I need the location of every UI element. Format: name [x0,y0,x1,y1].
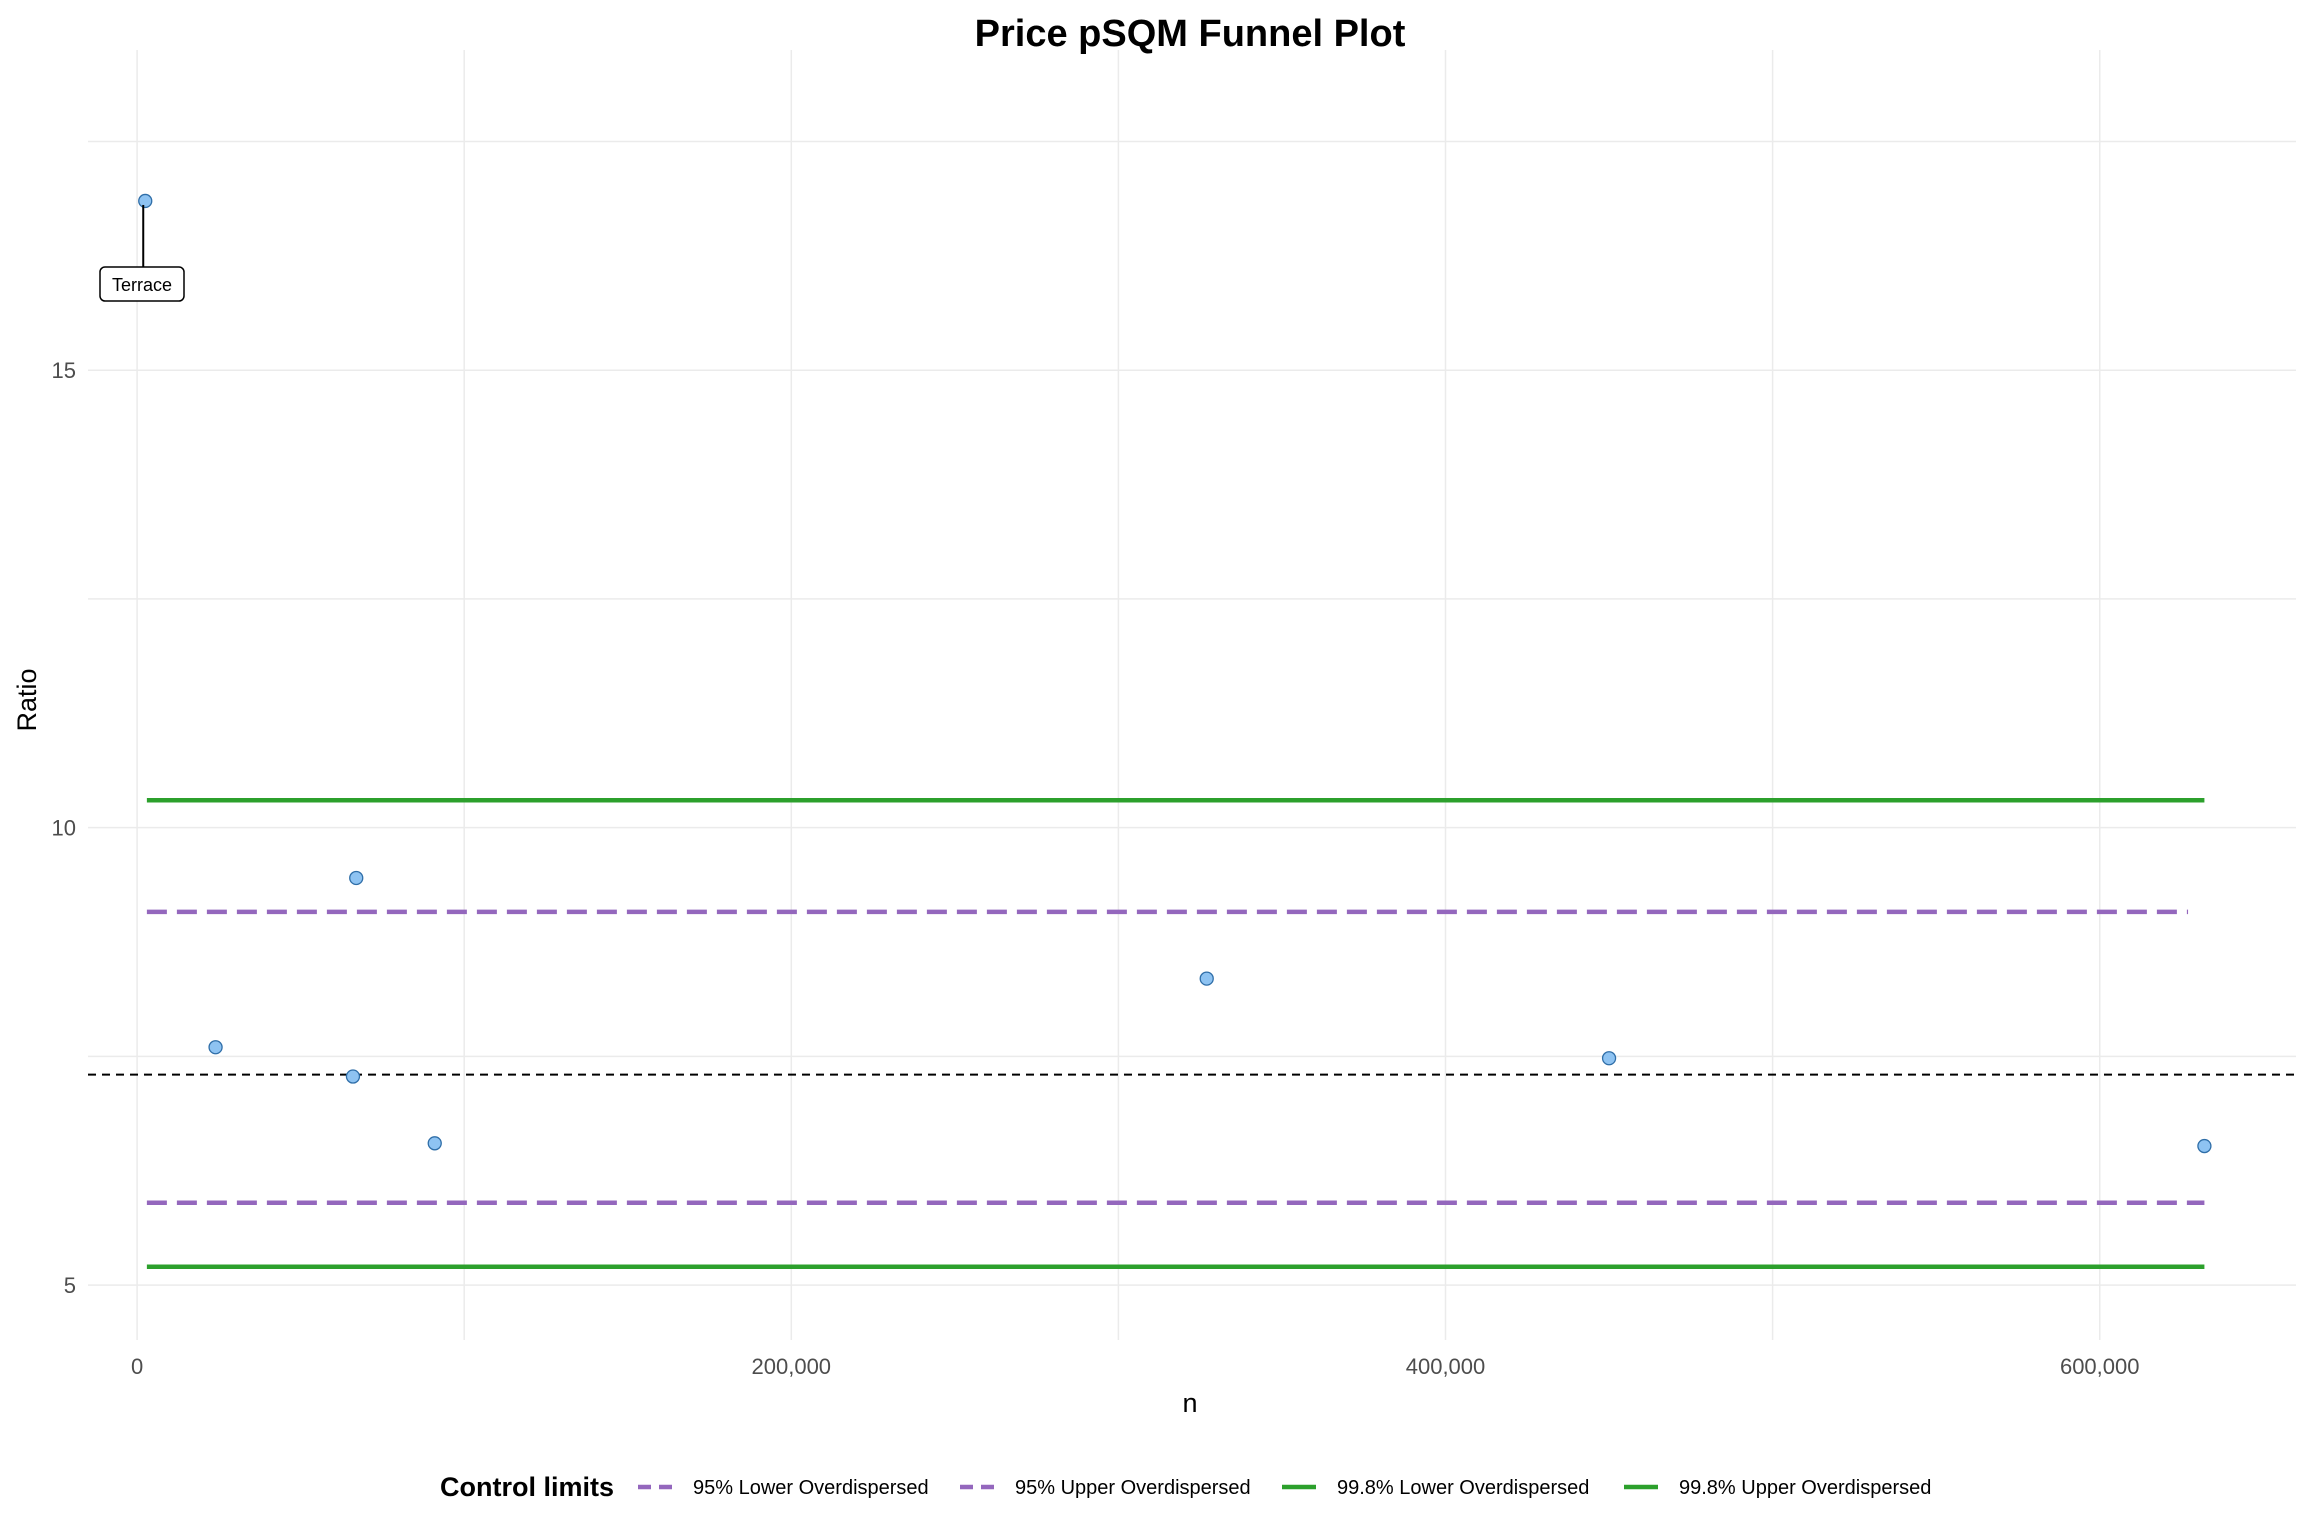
x-tick-label: 0 [131,1354,143,1379]
y-axis-ticks: 5 10 15 [52,358,76,1298]
y-tick-label: 10 [52,816,76,841]
x-tick-label: 400,000 [1406,1354,1486,1379]
data-point [138,193,153,209]
legend-item-label: 99.8% Lower Overdispersed [1337,1477,1589,1499]
data-point [208,1040,223,1055]
data-point [2197,1138,2212,1154]
data-point [349,870,364,886]
legend-title: Control limits [440,1472,614,1502]
data-point [345,1069,361,1084]
data-points [138,193,2212,1154]
y-tick-label: 5 [64,1273,76,1298]
legend-item-label: 95% Upper Overdispersed [1015,1477,1251,1499]
point-annotations: Terrace [99,204,185,302]
x-tick-label: 600,000 [2060,1354,2140,1379]
legend-item-label: 99.8% Upper Overdispersed [1679,1477,1931,1499]
annotation-box [99,266,185,302]
x-axis-ticks: 0 200,000 400,000 600,000 [131,1354,2140,1379]
legend: Control limits 95% Lower Overdispersed 95… [440,1472,1931,1502]
grid-lines [88,50,2296,1340]
control-limit-lines [146,797,2205,1270]
data-point [1601,1051,1617,1066]
y-tick-label: 15 [52,358,76,383]
legend-item-label: 95% Lower Overdispersed [693,1477,929,1499]
x-axis-title: n [1182,1388,1197,1418]
x-tick-label: 200,000 [752,1354,832,1379]
chart-title: Price pSQM Funnel Plot [975,13,1406,55]
data-point [1199,971,1214,986]
annotation-label: Terrace [112,275,172,295]
y-axis-title: Ratio [12,668,42,731]
data-point [427,1136,442,1151]
